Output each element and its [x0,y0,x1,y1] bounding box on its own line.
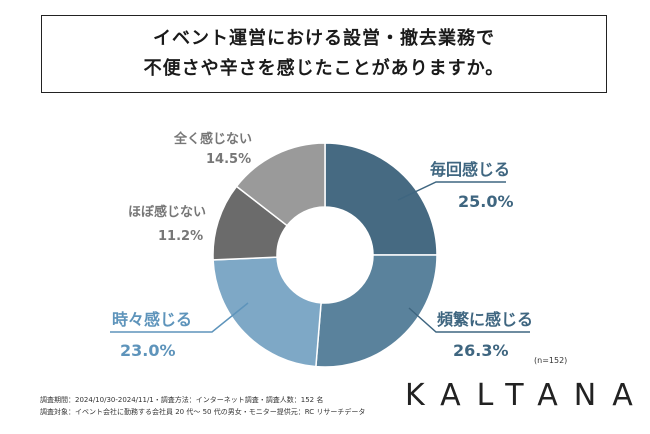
label-value-never: 14.5% [206,152,251,167]
leader-line-every-time [397,181,506,201]
label-value-frequently: 26.3% [453,341,509,360]
label-name-never: 全く感じない [173,131,252,147]
label-value-every-time: 25.0% [458,192,514,211]
footnote: 調査期間：2024/10/30-2024/11/1・調査方法：インターネット調査… [40,394,365,418]
slice-never [235,142,326,227]
label-value-sometimes: 23.0% [120,341,176,360]
footnote-line-1: 調査期間：2024/10/30-2024/11/1・調査方法：インターネット調査… [40,396,324,404]
label-value-rarely: 11.2% [158,229,203,244]
title-box: イベント運営における設営・撤去業務で 不便さや辛さを感じたことがありますか。 [41,15,607,93]
slice-sometimes [212,256,322,368]
slice-frequently [315,254,438,368]
slice-every-time [324,142,438,256]
label-name-sometimes: 時々感じる [112,310,192,329]
leader-line-frequently [408,307,530,333]
title-line-2: 不便さや辛さを感じたことがありますか。 [143,58,505,79]
label-name-rarely: ほぼ感じない [128,204,206,220]
title-line-1: イベント運営における設営・撤去業務で [153,28,495,49]
brand-logo: KALTANA [405,378,649,413]
footnote-line-2: 調査対象：イベント会社に勤務する会社員 20 代〜 50 代の男女・モニター提供… [40,408,366,416]
label-name-frequently: 頻繁に感じる [437,310,533,329]
leader-line-sometimes [110,302,249,333]
label-name-every-time: 毎回感じる [430,160,510,179]
sample-size-note: (n=152) [534,356,568,365]
